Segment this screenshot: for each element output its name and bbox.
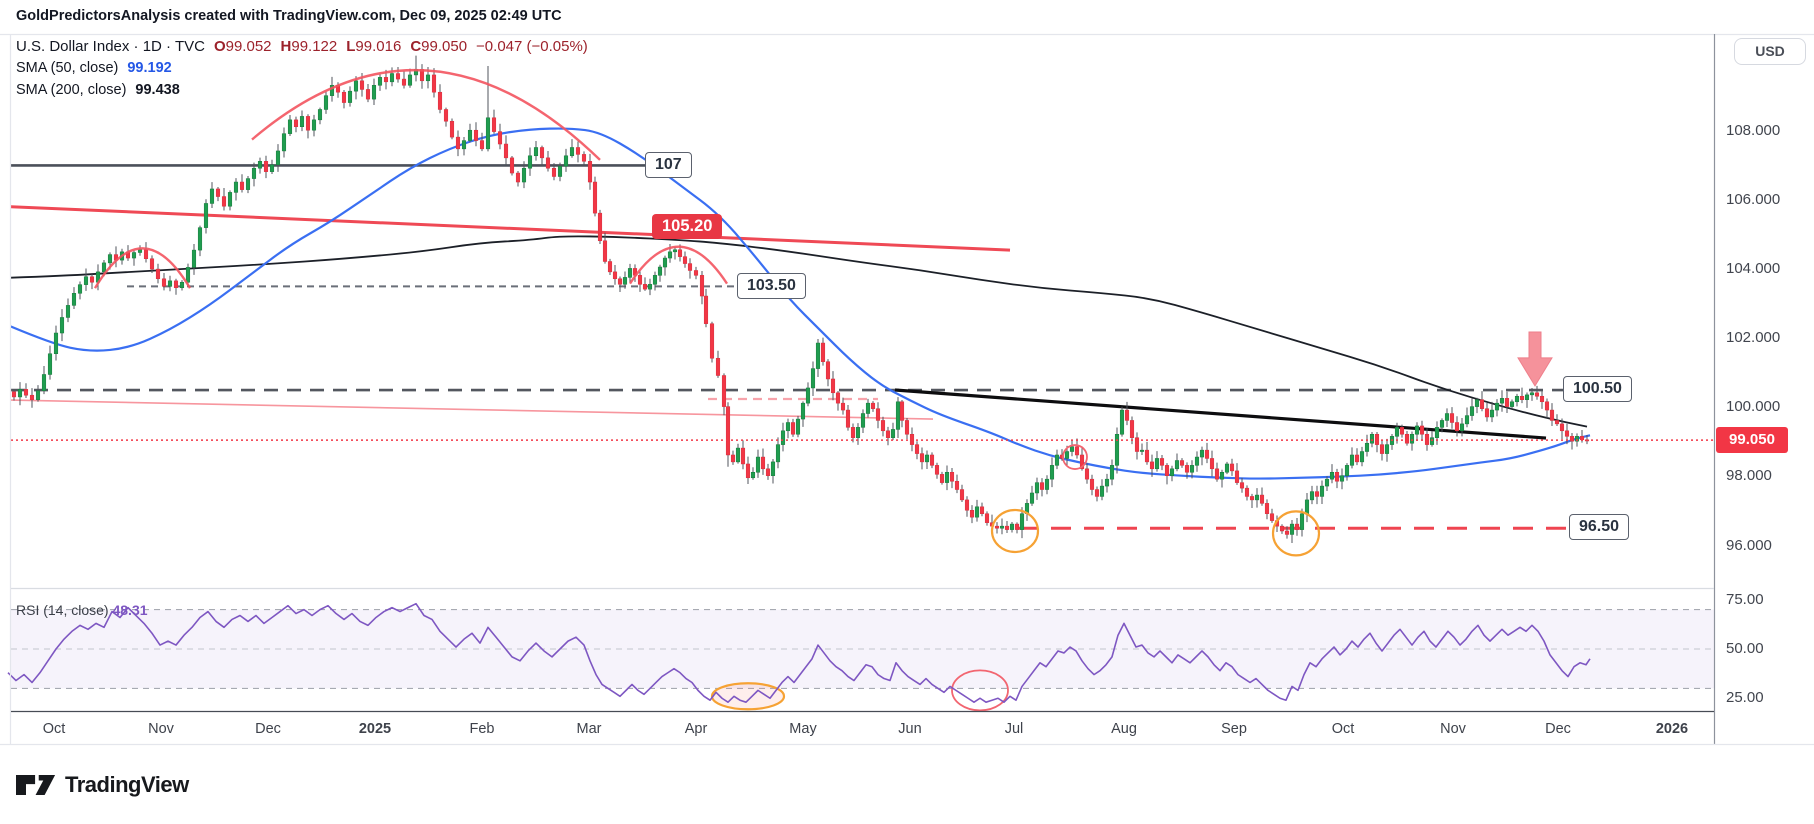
price-tick: 102.000: [1726, 329, 1781, 347]
sma200-legend[interactable]: SMA (200, close) 99.438: [16, 82, 180, 98]
rsi-legend[interactable]: RSI (14, close) 48.31: [16, 602, 148, 618]
time-axis-label: Nov: [1440, 721, 1466, 737]
price-level-badge-105-20[interactable]: 105.20: [652, 214, 723, 239]
time-axis-label: Aug: [1111, 721, 1137, 737]
rsi-label: RSI (14, close): [16, 602, 109, 618]
price-level-label-107[interactable]: 107: [645, 152, 692, 178]
last-price-badge: 99.050: [1716, 427, 1788, 453]
ohlc-open: O99.052: [213, 38, 272, 55]
change-value: −0.047 (−0.05%): [476, 38, 588, 55]
ohlc-close: C99.050: [410, 38, 468, 55]
price-tick: 98.000: [1726, 467, 1772, 485]
time-axis-label: Oct: [42, 721, 66, 737]
time-axis-label: Dec: [1545, 721, 1571, 737]
price-level-label-103-50[interactable]: 103.50: [737, 273, 806, 299]
time-axis-label: 2025: [358, 721, 392, 737]
time-axis-label: Dec: [255, 721, 281, 737]
sma50-legend[interactable]: SMA (50, close) 99.192: [16, 60, 172, 76]
price-tick: 96.000: [1726, 536, 1772, 554]
ohlc-low: L99.016: [346, 38, 402, 55]
time-axis-label: Oct: [1331, 721, 1355, 737]
time-axis-label: Sep: [1221, 721, 1247, 737]
rsi-tick: 75.00: [1726, 590, 1764, 608]
sma50-label: SMA (50, close): [16, 60, 119, 76]
price-level-label-100-50[interactable]: 100.50: [1563, 376, 1632, 402]
time-axis-label: Jun: [898, 721, 922, 737]
price-chart-canvas[interactable]: [0, 0, 1814, 760]
time-axis-label: Mar: [576, 721, 602, 737]
time-axis-label: Jul: [1004, 721, 1024, 737]
tradingview-logo-icon: [16, 775, 56, 795]
rsi-tick: 25.00: [1726, 689, 1764, 707]
rsi-tick: 50.00: [1726, 640, 1764, 657]
tradingview-logo-text: TradingView: [65, 772, 189, 797]
currency-button[interactable]: USD: [1734, 38, 1806, 65]
time-axis-label: Feb: [469, 721, 495, 737]
ohlc-high: H99.122: [280, 38, 338, 55]
page-title: GoldPredictorsAnalysis created with Trad…: [16, 8, 562, 24]
tradingview-logo[interactable]: TradingView: [16, 772, 189, 798]
price-tick: 104.000: [1726, 260, 1781, 278]
rsi-value: 48.31: [112, 602, 148, 618]
sma50-value: 99.192: [127, 60, 172, 76]
symbol-legend[interactable]: U.S. Dollar Index · 1D · TVC O99.052 H99…: [16, 38, 588, 55]
price-tick: 100.000: [1726, 398, 1781, 416]
time-axis-label: May: [789, 721, 817, 737]
time-axis-label: 2026: [1655, 721, 1689, 737]
sma200-value: 99.438: [135, 82, 180, 98]
time-axis-label: Apr: [684, 721, 708, 737]
symbol-title: U.S. Dollar Index · 1D · TVC: [16, 38, 205, 55]
time-axis-label: Nov: [148, 721, 174, 737]
price-tick: 106.000: [1726, 191, 1781, 208]
sma200-label: SMA (200, close): [16, 82, 127, 98]
price-level-label-96-50[interactable]: 96.50: [1569, 514, 1630, 540]
price-tick: 108.000: [1726, 121, 1781, 139]
